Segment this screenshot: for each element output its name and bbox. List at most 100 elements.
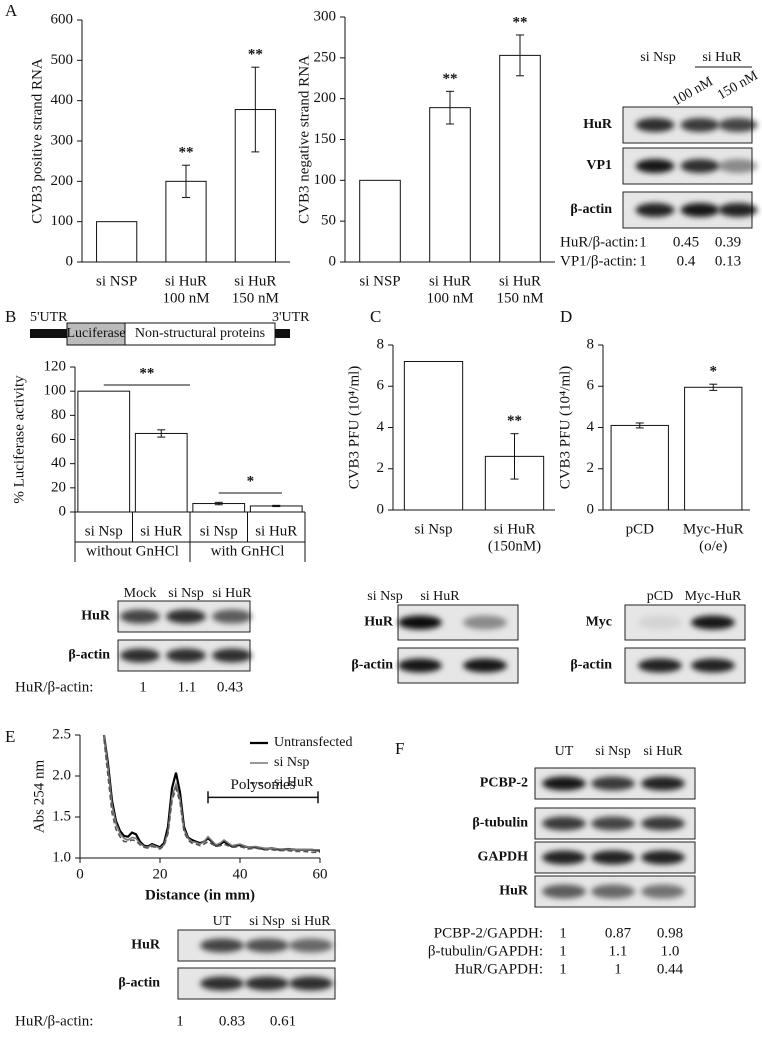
blot-band	[718, 118, 758, 132]
y-tick-label: 60	[51, 431, 66, 447]
row-label: Myc	[586, 615, 612, 630]
bar	[134, 432, 188, 513]
y-tick-label: 6	[377, 378, 385, 394]
row-label: HuR	[364, 615, 394, 630]
y-tick-label: 2	[587, 460, 595, 476]
x-tick-label: 100 nM	[162, 290, 209, 306]
ratio-value: 0.45	[673, 234, 699, 250]
ratio-value: 1	[139, 679, 147, 695]
group-label: without GnHCl	[86, 543, 179, 559]
x-tick-label: pCD	[626, 521, 655, 537]
y-tick-label: 1.5	[52, 808, 71, 824]
blot-band	[289, 938, 333, 953]
blot-band	[245, 938, 289, 953]
x-tick-label: si HuR	[165, 273, 207, 289]
panel-label: A	[5, 1, 18, 20]
blot-band	[718, 159, 758, 173]
row-label: β-actin	[570, 658, 612, 673]
lane-label: si HuR	[702, 50, 742, 65]
row-label: GAPDH	[477, 850, 528, 865]
significance: **	[443, 71, 458, 87]
y-tick-label: 250	[314, 49, 337, 65]
lane-label: si Nsp	[249, 914, 284, 929]
y-tick-label: 40	[51, 455, 66, 471]
blot-band	[200, 938, 244, 953]
construct-label: Non-structural proteins	[135, 326, 265, 341]
series-line	[103, 739, 320, 854]
bar	[429, 107, 471, 263]
x-axis-label: Distance (in mm)	[145, 887, 255, 903]
construct-label: Luciferase	[66, 326, 125, 341]
blot-band	[718, 203, 758, 217]
blot-band	[641, 850, 685, 865]
y-tick-label: 50	[321, 213, 336, 229]
row-label: HuR	[499, 884, 529, 899]
legend-label: si HuR	[274, 775, 314, 790]
y-tick-label: 0	[587, 501, 595, 517]
x-tick-label: si HuR	[255, 523, 297, 539]
blot-band	[680, 159, 720, 173]
bracket-label: *	[247, 473, 255, 489]
lane-label: Mock	[124, 586, 157, 601]
row-label: PCBP-2	[480, 776, 528, 791]
x-tick-label: 100 nM	[426, 290, 473, 306]
significance: **	[507, 413, 522, 429]
x-tick-label: si Nsp	[415, 521, 453, 537]
y-tick-label: 8	[377, 336, 385, 352]
significance: **	[179, 145, 194, 161]
ratio-value: 0.43	[217, 679, 243, 695]
x-tick-label: si NSP	[96, 273, 137, 289]
x-tick-label: si HuR	[234, 273, 276, 289]
ratio-label: β-tubulin/GAPDH:	[428, 943, 543, 959]
blot-band	[463, 615, 507, 630]
blot-band	[635, 159, 675, 173]
significance: **	[248, 47, 263, 63]
ratio-value: 0.39	[715, 234, 741, 250]
blot-band	[542, 850, 586, 865]
row-label: β-actin	[351, 658, 393, 673]
bar	[403, 361, 464, 511]
y-tick-label: 300	[51, 132, 74, 148]
row-label: β-actin	[570, 202, 612, 217]
blot-band	[641, 776, 685, 791]
bar	[96, 221, 138, 263]
series-line	[102, 734, 321, 852]
nsp-box	[124, 322, 276, 346]
y-tick-label: 6	[587, 378, 595, 394]
blot-band	[120, 648, 160, 663]
blot-band	[120, 609, 160, 624]
x-tick-label: (150nM)	[488, 538, 541, 554]
row-label: β-tubulin	[472, 816, 528, 831]
lane-label: pCD	[647, 589, 673, 604]
y-axis-label: CVB3 PFU (10⁴/ml)	[346, 366, 362, 490]
x-tick-label: si HuR	[499, 273, 541, 289]
row-label: HuR	[131, 938, 161, 953]
x-tick-label: si HuR	[429, 273, 471, 289]
blot-band	[638, 658, 682, 673]
annotation: Polysomes	[230, 777, 295, 793]
blot-band	[289, 976, 333, 991]
ratio-value: 1	[639, 234, 647, 250]
blot-band	[463, 658, 507, 673]
panel-label: F	[395, 739, 404, 758]
construct-diagram: 5'UTR Luciferase Non-structural proteins…	[30, 310, 310, 346]
panel-label: B	[5, 307, 16, 326]
bracket-label: **	[139, 365, 154, 381]
lane-label: Myc-HuR	[685, 589, 742, 604]
bar	[499, 54, 541, 263]
y-tick-label: 100	[51, 213, 74, 229]
ratio-value: 1	[176, 1013, 184, 1029]
y-axis-label: CVB3 negative strand RNA	[296, 55, 312, 224]
panel-label: C	[370, 307, 381, 326]
x-tick-label: 40	[233, 866, 248, 882]
ratio-label: HuR/β-actin:	[15, 679, 93, 695]
x-tick-label: si Nsp	[85, 523, 123, 539]
y-tick-label: 0	[59, 503, 67, 519]
ratio-value: 0.4	[677, 253, 696, 269]
x-tick-label: si NSP	[359, 273, 400, 289]
ratio-value: 1	[614, 961, 622, 977]
bar	[359, 179, 401, 263]
sublane-label: 150 nM	[715, 68, 761, 103]
y-axis-label: CVB3 positive strand RNA	[29, 58, 45, 224]
